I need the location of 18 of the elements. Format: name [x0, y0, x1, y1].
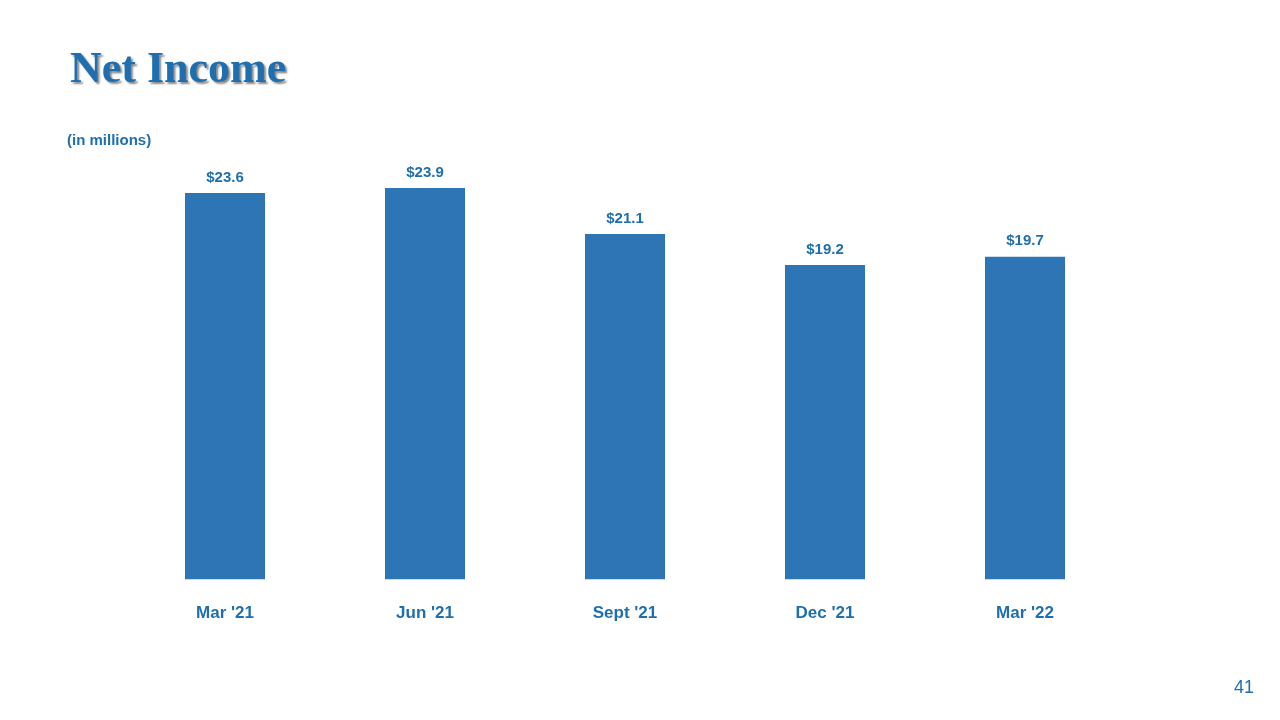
x-tick-label: Mar '22: [996, 603, 1054, 623]
bar: [785, 265, 865, 580]
bar: [585, 233, 665, 580]
x-tick-label: Sept '21: [592, 603, 658, 623]
chart-title: Net Income: [70, 42, 287, 93]
data-label: $19.2: [806, 239, 844, 257]
x-tick-label: Mar '21: [196, 603, 254, 623]
bar: [185, 192, 265, 580]
data-label: $23.9: [406, 162, 444, 180]
bar: [385, 188, 465, 580]
x-tick-label: Jun '21: [396, 603, 454, 623]
x-tick-label: Dec '21: [795, 603, 855, 623]
text: 41: [1233, 677, 1254, 698]
data-label: $19.7: [1006, 231, 1044, 249]
chart-subtitle: (in millions): [67, 131, 152, 148]
bar: [985, 256, 1065, 580]
data-label: $23.6: [206, 167, 244, 185]
data-label: $21.1: [606, 208, 644, 226]
